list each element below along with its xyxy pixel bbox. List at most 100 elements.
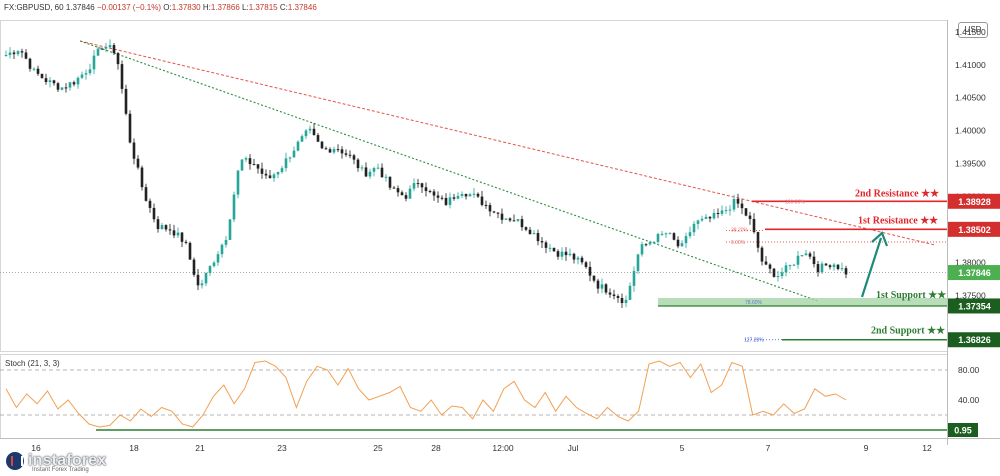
downtrend-line-red [79, 40, 936, 246]
candle-body [224, 239, 228, 245]
candle-body [808, 253, 812, 257]
candle-body [588, 266, 592, 276]
candle-body [404, 195, 408, 199]
candle-body [768, 264, 772, 269]
candle-body [720, 210, 724, 214]
price-change: −0.00137 (−0.1%) [96, 3, 162, 12]
candle-body [636, 254, 640, 272]
candle-body [736, 198, 740, 204]
candle-body [160, 225, 164, 230]
second-resistance-price-tag-bg [948, 193, 1000, 209]
candle-body [792, 264, 796, 266]
candle-body [16, 51, 20, 55]
candle-body [372, 168, 376, 172]
candle-body [676, 239, 680, 247]
candle-body [824, 263, 828, 266]
candle-body [688, 232, 692, 237]
candle-body [420, 183, 424, 188]
time-tick-label: 18 [129, 443, 139, 453]
candle-body [620, 297, 624, 304]
price-tick-label: 1.39500 [955, 159, 986, 169]
candle-body [664, 233, 668, 235]
candle-body [604, 284, 608, 293]
candle-body [424, 187, 428, 192]
candle-body [584, 262, 588, 267]
fib-label: 0.00% [731, 240, 746, 246]
candle-body [684, 236, 688, 244]
candle-body [188, 242, 192, 260]
candle-body [628, 285, 632, 300]
candle-body [532, 233, 536, 235]
candle-body [320, 141, 324, 149]
stochastic-tick-label: 40.00 [958, 395, 980, 405]
candle-body [232, 194, 236, 220]
candle-body [408, 188, 412, 199]
stochastic-tick-label: 80.00 [958, 365, 980, 375]
candle-body [836, 264, 840, 270]
candle-body [668, 233, 672, 235]
fib-label: 78.60% [745, 300, 763, 306]
candle-body [552, 247, 556, 252]
candle-body [840, 268, 844, 270]
candle-body [556, 251, 560, 257]
candle-body [324, 148, 328, 150]
candle-body [508, 218, 512, 221]
candle-body [712, 212, 716, 219]
symbol-name[interactable]: FX:GBPUSD, 60 [4, 3, 64, 12]
candle-body [208, 266, 212, 273]
logo-tagline: Instant Forex Trading [32, 467, 89, 473]
candle-body [700, 218, 704, 221]
candle-body [256, 164, 260, 169]
candle-body [380, 167, 384, 178]
currency-button[interactable]: USD [958, 22, 988, 38]
candle-body [296, 141, 300, 151]
candle-body [464, 194, 468, 197]
candle-body [564, 251, 568, 256]
candle-body [376, 167, 380, 169]
candle-body [756, 232, 760, 248]
time-tick-label: 9 [864, 443, 869, 453]
candle-body [140, 167, 144, 188]
candle-body [136, 158, 140, 168]
candle-body [276, 172, 280, 175]
first-support-label: 1st Support ★★ [876, 290, 946, 301]
candle-body [520, 219, 524, 228]
candle-body [504, 218, 508, 220]
candle-body [304, 130, 308, 137]
candle-body [648, 242, 652, 245]
candle-body [20, 51, 24, 53]
candle-body [456, 195, 460, 199]
candle-body [348, 154, 352, 156]
candle-body [580, 257, 584, 263]
candle-body [200, 283, 204, 286]
candle-body [64, 87, 68, 89]
time-tick-label: 7 [766, 443, 771, 453]
candle-body [196, 274, 200, 286]
candle-body [84, 73, 88, 75]
candle-body [560, 251, 564, 257]
stochastic-label: Stoch (21, 3, 3) [5, 359, 60, 368]
candle-body [592, 275, 596, 281]
candle-body [60, 87, 64, 90]
time-tick-label: 12:00 [492, 443, 514, 453]
first-resistance-label: 1st Resistance ★★ [858, 215, 938, 226]
candle-body [384, 176, 388, 178]
candle-body [432, 191, 436, 196]
candle-body [104, 47, 108, 49]
candle-body [844, 268, 848, 275]
candle-body [644, 244, 648, 246]
candle-body [76, 77, 80, 85]
candle-body [88, 69, 92, 74]
projection-arrow-head [871, 231, 889, 247]
candle-body [484, 204, 488, 206]
candle-body [284, 158, 288, 169]
second-support-price-tag-bg [948, 332, 1000, 348]
candle-body [8, 52, 12, 55]
candle-body [364, 167, 368, 177]
instaforex-logo-icon [6, 452, 24, 470]
candle-body [280, 168, 284, 173]
candle-body [512, 220, 516, 222]
candle-body [536, 233, 540, 242]
candle-body [772, 268, 776, 277]
